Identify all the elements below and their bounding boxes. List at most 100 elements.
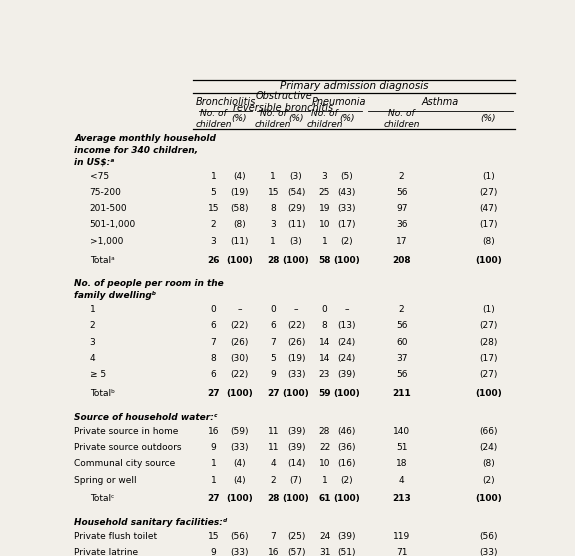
Text: 7: 7 bbox=[270, 337, 276, 347]
Text: (3): (3) bbox=[290, 172, 302, 181]
Text: Household sanitary facilities:ᵈ: Household sanitary facilities:ᵈ bbox=[74, 518, 227, 528]
Text: 37: 37 bbox=[396, 354, 407, 363]
Text: (24): (24) bbox=[338, 337, 356, 347]
Text: 1: 1 bbox=[210, 475, 216, 485]
Text: (66): (66) bbox=[480, 427, 498, 436]
Text: Obstructive
reversible bronchitis: Obstructive reversible bronchitis bbox=[233, 91, 334, 113]
Text: 3: 3 bbox=[270, 220, 276, 230]
Text: Source of household water:ᶜ: Source of household water:ᶜ bbox=[74, 413, 218, 422]
Text: (47): (47) bbox=[480, 204, 498, 213]
Text: 3: 3 bbox=[90, 337, 95, 347]
Text: 9: 9 bbox=[210, 548, 216, 556]
Text: (33): (33) bbox=[338, 204, 356, 213]
Text: (39): (39) bbox=[287, 443, 305, 452]
Text: (11): (11) bbox=[230, 237, 248, 246]
Text: (24): (24) bbox=[338, 354, 356, 363]
Text: 119: 119 bbox=[393, 532, 411, 541]
Text: –: – bbox=[294, 305, 298, 314]
Text: (24): (24) bbox=[480, 443, 497, 452]
Text: 10: 10 bbox=[319, 220, 330, 230]
Text: (39): (39) bbox=[287, 427, 305, 436]
Text: 4: 4 bbox=[270, 459, 276, 468]
Text: Spring or well: Spring or well bbox=[74, 475, 137, 485]
Text: family dwellingᵇ: family dwellingᵇ bbox=[74, 291, 156, 300]
Text: (54): (54) bbox=[287, 188, 305, 197]
Text: ≥ 5: ≥ 5 bbox=[90, 370, 106, 379]
Text: (33): (33) bbox=[287, 370, 305, 379]
Text: (59): (59) bbox=[230, 427, 248, 436]
Text: (25): (25) bbox=[287, 532, 305, 541]
Text: (43): (43) bbox=[338, 188, 356, 197]
Text: (100): (100) bbox=[334, 389, 360, 398]
Text: 1: 1 bbox=[210, 172, 216, 181]
Text: (4): (4) bbox=[233, 459, 246, 468]
Text: 8: 8 bbox=[270, 204, 276, 213]
Text: 2: 2 bbox=[270, 475, 276, 485]
Text: 28: 28 bbox=[267, 256, 279, 265]
Text: 56: 56 bbox=[396, 370, 407, 379]
Text: (100): (100) bbox=[475, 256, 502, 265]
Text: 59: 59 bbox=[318, 389, 331, 398]
Text: (8): (8) bbox=[233, 220, 246, 230]
Text: 208: 208 bbox=[392, 256, 411, 265]
Text: (26): (26) bbox=[287, 337, 305, 347]
Text: 24: 24 bbox=[319, 532, 330, 541]
Text: (3): (3) bbox=[290, 237, 302, 246]
Text: 3: 3 bbox=[210, 237, 216, 246]
Text: 11: 11 bbox=[267, 427, 279, 436]
Text: 1: 1 bbox=[321, 475, 327, 485]
Text: Totalᶜ: Totalᶜ bbox=[90, 494, 114, 503]
Text: 1: 1 bbox=[270, 172, 276, 181]
Text: No. of people per room in the: No. of people per room in the bbox=[74, 280, 224, 289]
Text: No. of
children: No. of children bbox=[255, 109, 292, 128]
Text: (33): (33) bbox=[480, 548, 498, 556]
Text: 75-200: 75-200 bbox=[90, 188, 121, 197]
Text: in US$:ᵃ: in US$:ᵃ bbox=[74, 158, 114, 167]
Text: (46): (46) bbox=[338, 427, 356, 436]
Text: (13): (13) bbox=[338, 321, 356, 330]
Text: (27): (27) bbox=[480, 321, 498, 330]
Text: (7): (7) bbox=[290, 475, 302, 485]
Text: (22): (22) bbox=[231, 321, 248, 330]
Text: –: – bbox=[344, 305, 349, 314]
Text: (27): (27) bbox=[480, 188, 498, 197]
Text: 6: 6 bbox=[270, 321, 276, 330]
Text: (14): (14) bbox=[287, 459, 305, 468]
Text: 58: 58 bbox=[319, 256, 331, 265]
Text: 15: 15 bbox=[208, 204, 219, 213]
Text: 26: 26 bbox=[208, 256, 220, 265]
Text: No. of
children: No. of children bbox=[196, 109, 232, 128]
Text: Average monthly household: Average monthly household bbox=[74, 134, 216, 143]
Text: 51: 51 bbox=[396, 443, 407, 452]
Text: 213: 213 bbox=[392, 494, 411, 503]
Text: Private latrine: Private latrine bbox=[74, 548, 138, 556]
Text: (56): (56) bbox=[230, 532, 248, 541]
Text: Asthma: Asthma bbox=[422, 97, 459, 107]
Text: 1: 1 bbox=[90, 305, 95, 314]
Text: (22): (22) bbox=[287, 321, 305, 330]
Text: 25: 25 bbox=[319, 188, 330, 197]
Text: 10: 10 bbox=[319, 459, 330, 468]
Text: (100): (100) bbox=[226, 494, 253, 503]
Text: 9: 9 bbox=[270, 370, 276, 379]
Text: (5): (5) bbox=[340, 172, 353, 181]
Text: 15: 15 bbox=[208, 532, 219, 541]
Text: (30): (30) bbox=[230, 354, 248, 363]
Text: (56): (56) bbox=[480, 532, 498, 541]
Text: 0: 0 bbox=[270, 305, 276, 314]
Text: 19: 19 bbox=[319, 204, 330, 213]
Text: 211: 211 bbox=[392, 389, 411, 398]
Text: (36): (36) bbox=[338, 443, 356, 452]
Text: 15: 15 bbox=[267, 188, 279, 197]
Text: (57): (57) bbox=[287, 548, 305, 556]
Text: (4): (4) bbox=[233, 172, 246, 181]
Text: 27: 27 bbox=[267, 389, 279, 398]
Text: 16: 16 bbox=[267, 548, 279, 556]
Text: (39): (39) bbox=[338, 532, 356, 541]
Text: (33): (33) bbox=[230, 443, 248, 452]
Text: (17): (17) bbox=[338, 220, 356, 230]
Text: (2): (2) bbox=[340, 237, 353, 246]
Text: 2: 2 bbox=[399, 172, 404, 181]
Text: (33): (33) bbox=[230, 548, 248, 556]
Text: 71: 71 bbox=[396, 548, 407, 556]
